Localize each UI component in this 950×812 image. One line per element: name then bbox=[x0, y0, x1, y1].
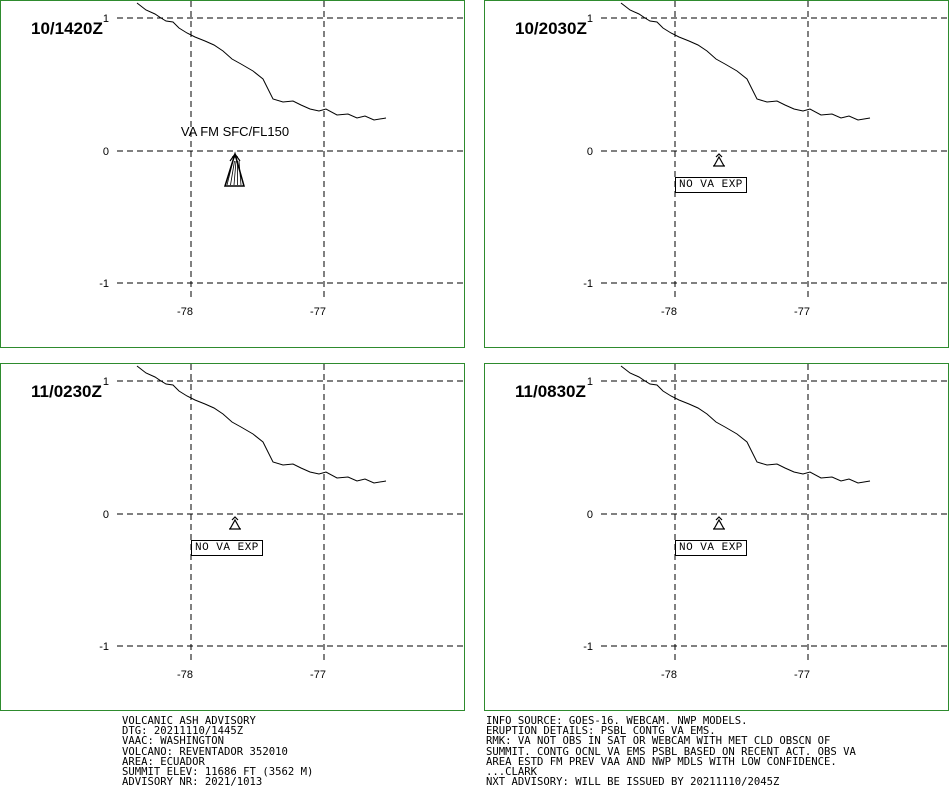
latitude-label: 0 bbox=[587, 509, 593, 521]
latitude-label: 1 bbox=[587, 13, 593, 25]
latitude-label: -1 bbox=[583, 641, 593, 653]
longitude-label: -78 bbox=[177, 306, 193, 318]
advisory-line: AREA ESTD FM PREV VAA AND NWP MDLS WITH … bbox=[486, 755, 837, 768]
volcano-icon bbox=[712, 153, 726, 167]
advisory-line: INFO SOURCE: GOES-16. WEBCAM. NWP MODELS… bbox=[486, 715, 748, 727]
ash-hatch-line bbox=[233, 160, 237, 186]
latitude-label: 0 bbox=[587, 146, 593, 158]
advisory-line: DTG: 20211110/1445Z bbox=[122, 725, 244, 738]
map-canvas: 1 0 -1 -78 -77 VA FM SFC/FL150 bbox=[99, 1, 464, 318]
forecast-time-label: 11/0830Z bbox=[515, 382, 586, 401]
advisory-line: VAAC: WASHINGTON bbox=[122, 735, 225, 748]
map-canvas: 1 0 -1 -78 -77 bbox=[99, 364, 464, 681]
forecast-time-label: 10/2030Z bbox=[515, 19, 587, 38]
longitude-label: -77 bbox=[310, 669, 326, 681]
no-ash-status-box: NO VA EXP bbox=[675, 540, 747, 556]
latitude-label: -1 bbox=[99, 278, 109, 290]
latitude-label: -1 bbox=[583, 278, 593, 290]
longitude-label: -78 bbox=[177, 669, 193, 681]
advisory-line: NXT ADVISORY: WILL BE ISSUED BY 20211110… bbox=[486, 776, 780, 789]
latitude-label: 1 bbox=[103, 13, 109, 25]
latitude-label: -1 bbox=[99, 641, 109, 653]
forecast-time-label: 10/1420Z bbox=[31, 19, 103, 38]
latitude-label: 0 bbox=[103, 146, 109, 158]
advisory-line: VOLCANIC ASH ADVISORY bbox=[122, 715, 256, 727]
latitude-label: 0 bbox=[103, 509, 109, 521]
forecast-panel-2: 1 0 -1 -78 -77 10/2030Z NO VA EXP bbox=[484, 0, 949, 348]
longitude-label: -77 bbox=[794, 306, 810, 318]
forecast-panel-3: 1 0 -1 -78 -77 11/0230Z NO VA EXP bbox=[0, 363, 465, 711]
longitude-label: -78 bbox=[661, 669, 677, 681]
advisory-remarks-text: INFO SOURCE: GOES-16. WEBCAM. NWP MODELS… bbox=[486, 715, 856, 789]
advisory-line: SUMMIT. CONTG OCNL VA EMS PSBL BASED ON … bbox=[486, 745, 856, 758]
ash-hatch-line bbox=[238, 160, 242, 186]
no-ash-status-box: NO VA EXP bbox=[675, 177, 747, 193]
forecast-panel-4: 1 0 -1 -78 -77 11/0830Z NO VA EXP bbox=[484, 363, 949, 711]
advisory-line: ...CLARK bbox=[486, 765, 538, 778]
ash-level-label: VA FM SFC/FL150 bbox=[181, 124, 289, 139]
longitude-label: -77 bbox=[794, 669, 810, 681]
ash-hatch-line bbox=[226, 160, 234, 186]
advisory-line: SUMMIT ELEV: 11686 FT (3562 M) bbox=[122, 765, 314, 778]
coastline bbox=[136, 365, 387, 484]
latitude-label: 1 bbox=[587, 376, 593, 388]
no-ash-status-box: NO VA EXP bbox=[191, 540, 263, 556]
advisory-line: AREA: ECUADOR bbox=[122, 755, 205, 768]
volcano-icon bbox=[228, 516, 242, 530]
map-canvas: 1 0 -1 -78 -77 bbox=[583, 1, 948, 318]
volcano-icon bbox=[712, 516, 726, 530]
advisory-line: VOLCANO: REVENTADOR 352010 bbox=[122, 745, 288, 758]
advisory-line: ERUPTION DETAILS: PSBL CONTG VA EMS. bbox=[486, 725, 716, 738]
latitude-label: 1 bbox=[103, 376, 109, 388]
advisory-line: ADVISORY NR: 2021/1013 bbox=[122, 776, 263, 789]
coastline bbox=[620, 2, 871, 121]
longitude-label: -78 bbox=[661, 306, 677, 318]
advisory-header-text: VOLCANIC ASH ADVISORY DTG: 20211110/1445Z… bbox=[122, 715, 314, 789]
ash-hatch-line bbox=[230, 160, 235, 186]
coastline bbox=[136, 2, 387, 121]
coastline bbox=[620, 365, 871, 484]
advisory-line: RMK: VA NOT OBS IN SAT OR WEBCAM WITH ME… bbox=[486, 735, 831, 748]
forecast-panel-1: 1 0 -1 -78 -77 VA FM SFC/FL150 10/1420Z bbox=[0, 0, 465, 348]
longitude-label: -77 bbox=[310, 306, 326, 318]
map-canvas: 1 0 -1 -78 -77 bbox=[583, 364, 948, 681]
forecast-time-label: 11/0230Z bbox=[31, 382, 102, 401]
